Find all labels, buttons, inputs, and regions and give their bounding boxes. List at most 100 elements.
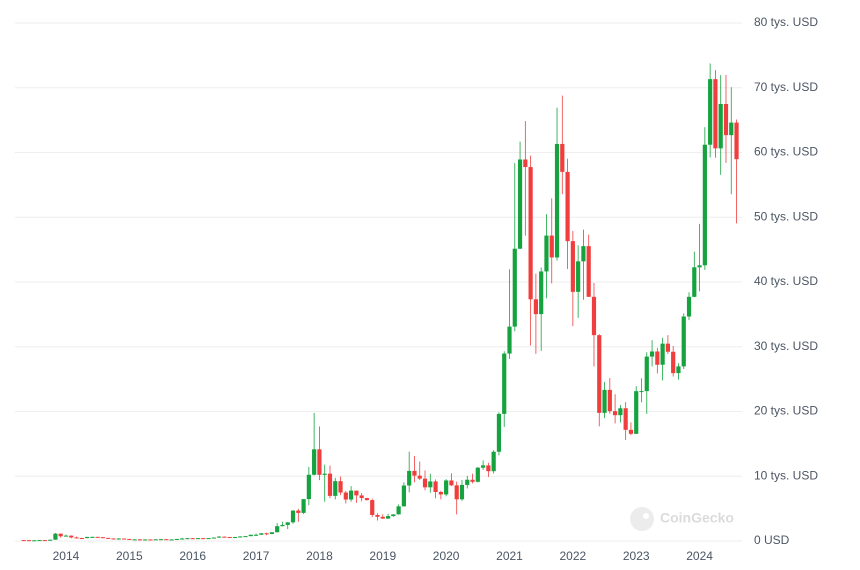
candle-body [475, 467, 480, 482]
candle-body [412, 470, 417, 476]
x-tick-label: 2016 [179, 549, 206, 563]
candle-body [597, 335, 602, 413]
candle-body [544, 235, 549, 272]
candle-body [560, 143, 565, 172]
candle-body [523, 159, 528, 168]
candle-body [58, 533, 63, 537]
candle-body [153, 539, 158, 541]
candle-body [734, 122, 739, 160]
candle-body [729, 122, 734, 136]
candle-body [618, 408, 623, 416]
candle-body [195, 538, 201, 540]
candle-body [79, 538, 84, 540]
y-tick-label: 50 tys. USD [754, 209, 818, 223]
candle-body [63, 535, 69, 537]
candle-body [217, 536, 222, 538]
candle-body [454, 485, 459, 500]
watermark-logo-eye [643, 513, 649, 519]
candle-body [106, 537, 111, 539]
candle-body [349, 490, 354, 500]
candle-body [37, 540, 42, 542]
candle-body [570, 241, 575, 292]
candle-body [238, 536, 243, 538]
candle-body [380, 516, 385, 519]
candle-body [338, 481, 343, 493]
candle-body [723, 104, 729, 136]
candle-body [655, 351, 660, 365]
candle-body [613, 411, 618, 416]
candle-body [206, 538, 211, 540]
candle-body [681, 316, 686, 367]
x-tick-label: 2017 [243, 549, 270, 563]
candle-body [90, 536, 95, 538]
candle-body [470, 479, 475, 482]
candle-body [591, 296, 597, 336]
candle-body [517, 159, 523, 249]
candle-body [301, 499, 306, 513]
candle-body [465, 479, 470, 485]
candle-body [449, 480, 454, 486]
y-tick-label: 70 tys. USD [754, 80, 818, 94]
candle-body [253, 534, 259, 536]
candle-body [132, 539, 137, 541]
candle-body [628, 429, 634, 434]
grid [15, 22, 742, 542]
candle-body [143, 539, 148, 541]
candle-body [385, 516, 391, 519]
candle-body [422, 478, 428, 488]
candle-body [686, 296, 692, 317]
candle-body [259, 533, 264, 535]
candle-body [264, 533, 269, 535]
candle-body [364, 498, 370, 501]
candle-body [692, 267, 697, 297]
candle-body [190, 538, 195, 540]
candle-body [433, 481, 438, 492]
candle-body [222, 536, 227, 538]
candle-body [243, 536, 248, 538]
y-tick-label: 30 tys. USD [754, 339, 818, 353]
candle-body [306, 474, 311, 500]
x-tick-label: 2022 [560, 549, 587, 563]
candle-body [708, 79, 713, 145]
candle-body [290, 510, 296, 523]
candle-body [174, 538, 179, 540]
candle-body [296, 510, 301, 513]
y-tick-label: 40 tys. USD [754, 274, 818, 288]
candle-body [623, 408, 628, 430]
candle-body [121, 538, 127, 540]
candle-body [428, 481, 433, 488]
y-tick-label: 10 tys. USD [754, 468, 818, 482]
candle-body [232, 537, 238, 539]
candle-body [486, 465, 491, 472]
candle-body [718, 104, 723, 149]
candle-body [586, 246, 591, 297]
x-tick-label: 2023 [623, 549, 650, 563]
candle-body [549, 235, 554, 258]
candle-body [185, 538, 190, 540]
candle-body [702, 144, 707, 266]
candle-body [69, 535, 74, 538]
candle-body [602, 389, 607, 413]
candle-body [53, 533, 58, 540]
y-tick-label: 20 tys. USD [754, 404, 818, 418]
candle-body [375, 514, 380, 517]
candle-body [333, 481, 338, 496]
candle-body [164, 539, 169, 541]
x-tick-label: 2015 [116, 549, 143, 563]
candle-body [581, 246, 586, 262]
candle-body [444, 480, 449, 495]
x-tick-label: 2014 [53, 549, 80, 563]
candle-body [639, 391, 644, 393]
candle-body [343, 492, 348, 500]
candle-body [481, 465, 486, 468]
candle-body [312, 449, 317, 475]
candle-body [74, 537, 79, 539]
candle-body [100, 537, 106, 539]
candle-body [32, 540, 37, 542]
candle-body [180, 538, 185, 540]
candle-body [554, 143, 560, 258]
candle-body [407, 470, 412, 486]
candle-body [48, 539, 53, 541]
candle-body [42, 540, 47, 542]
x-tick-label: 2021 [496, 549, 523, 563]
